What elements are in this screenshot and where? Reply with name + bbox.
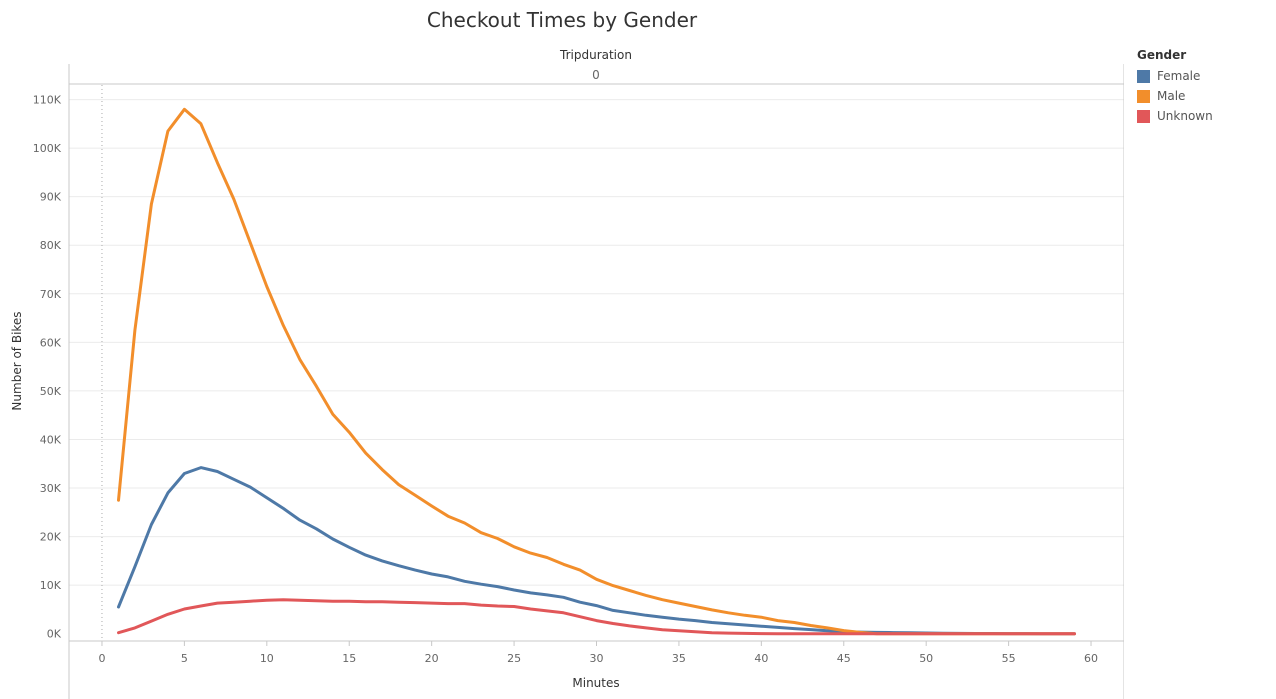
x-tick-label: 35 [672,652,686,665]
y-tick-label: 110K [33,94,62,107]
y-tick-label: 80K [40,239,62,252]
x-tick-label: 45 [837,652,851,665]
y-tick-label: 40K [40,433,62,446]
y-tick-label: 30K [40,482,62,495]
legend-swatch [1137,89,1150,103]
x-tick-label: 5 [181,652,188,665]
x-tick-label: 40 [754,652,768,665]
x-tick-label: 60 [1084,652,1098,665]
legend-item-male[interactable]: Male [1137,86,1213,106]
line-chart: Tripduration 0 0K 10K 20K 30K 40K 50K 60K 70K 80… [10,48,1124,699]
legend-label: Female [1157,69,1201,83]
legend-items: Female Male Unknown [1137,66,1213,126]
legend-title: Gender [1137,48,1187,62]
legend-label: Unknown [1157,109,1213,123]
series-line-female[interactable] [117,466,1076,636]
x-axis-label: Minutes [572,676,619,690]
x-tick-label: 50 [919,652,933,665]
series-line-unknown[interactable] [117,598,1076,636]
x-tick-label: 15 [342,652,356,665]
y-tick-label: 90K [40,191,62,204]
column-header-value: 0 [592,68,600,82]
x-tick-label: 10 [260,652,274,665]
y-tick-label: 50K [40,385,62,398]
x-tick-label: 55 [1002,652,1016,665]
x-tick-label: 20 [425,652,439,665]
y-tick-label: 100K [33,142,62,155]
legend: Gender Female Male Unknown [1137,48,1213,126]
chart-title: Checkout Times by Gender [426,8,698,32]
gridlines [69,99,1124,586]
y-tick-label: 60K [40,336,62,349]
x-tick-label: 0 [98,652,105,665]
x-axis-ticks: 0 5 10 15 20 25 30 35 40 45 50 55 60 [98,641,1098,665]
y-tick-label: 70K [40,288,62,301]
x-tick-label: 30 [590,652,604,665]
column-header-label: Tripduration [559,48,632,62]
legend-item-female[interactable]: Female [1137,66,1213,86]
y-tick-label: 10K [40,579,62,592]
legend-swatch [1137,69,1150,83]
series-line-male[interactable] [117,107,1076,636]
series-lines [117,107,1076,636]
y-tick-label: 20K [40,531,62,544]
y-tick-label: 0K [47,628,62,641]
x-tick-label: 25 [507,652,521,665]
legend-swatch [1137,109,1150,123]
legend-item-unknown[interactable]: Unknown [1137,106,1213,126]
legend-label: Male [1157,89,1186,103]
y-axis-label: Number of Bikes [10,311,24,410]
y-axis-ticks: 0K 10K 20K 30K 40K 50K 60K 70K 80K 90K 100K 110K [33,94,62,641]
